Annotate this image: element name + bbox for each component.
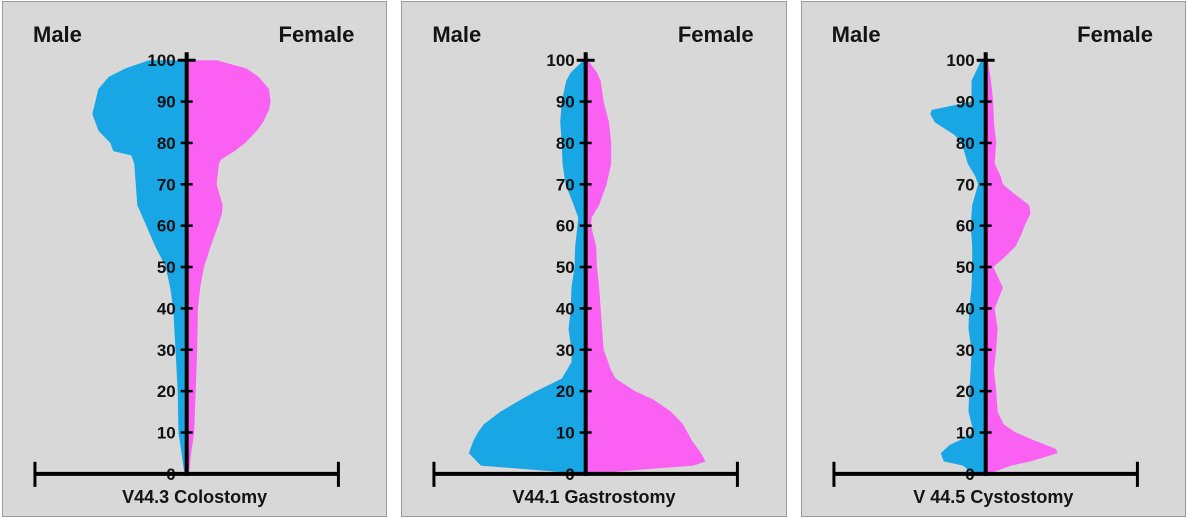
female-distribution-area — [586, 60, 706, 474]
age-tick-label: 20 — [955, 382, 974, 401]
age-tick-label: 90 — [955, 93, 974, 112]
female-distribution-area — [186, 60, 271, 474]
age-tick-label: 10 — [955, 423, 974, 442]
age-tick-label: 50 — [556, 258, 575, 277]
pyramid-chart-gastrostomy: 0102030405060708090100 — [432, 51, 740, 487]
pyramid-chart-colostomy: 0102030405060708090100 — [33, 51, 340, 487]
age-tick-label: 30 — [955, 341, 974, 360]
age-tick-label: 20 — [157, 382, 176, 401]
chart-title-cystostomy: V 44.5 Cystostomy — [913, 487, 1074, 507]
age-tick-label: 40 — [556, 299, 575, 318]
chart-title-colostomy: V44.3 Colostomy — [122, 487, 268, 507]
age-tick-label: 60 — [955, 217, 974, 236]
age-tick-label: 70 — [556, 175, 575, 194]
age-tick-label: 100 — [147, 51, 175, 70]
age-tick-label: 80 — [955, 134, 974, 153]
age-tick-label: 90 — [556, 93, 575, 112]
male-distribution-area — [929, 60, 986, 474]
age-tick-label: 100 — [946, 51, 974, 70]
female-distribution-area — [985, 60, 1058, 474]
age-tick-label: 70 — [157, 175, 176, 194]
age-tick-label: 40 — [955, 299, 974, 318]
female-label: Female — [1077, 22, 1153, 47]
age-tick-label: 30 — [556, 341, 575, 360]
male-label: Male — [831, 22, 881, 47]
male-label: Male — [33, 22, 82, 47]
male-distribution-area — [92, 60, 187, 474]
male-label: Male — [432, 22, 482, 47]
age-tick-label: 40 — [157, 299, 176, 318]
age-tick-label: 20 — [556, 382, 575, 401]
female-label: Female — [677, 22, 754, 47]
age-tick-label: 80 — [556, 134, 575, 153]
age-tick-label: 60 — [157, 217, 176, 236]
age-tick-label: 60 — [556, 217, 575, 236]
age-tick-label: 10 — [556, 423, 575, 442]
pyramid-chart-cystostomy: 0102030405060708090100 — [832, 51, 1139, 487]
age-tick-label: 50 — [955, 258, 974, 277]
male-distribution-area — [469, 60, 587, 474]
chart-title-gastrostomy: V44.1 Gastrostomy — [512, 487, 676, 507]
chart-panel-gastrostomy: 0102030405060708090100 Male Female V44.1… — [401, 1, 787, 517]
female-label: Female — [278, 22, 355, 47]
age-tick-label: 80 — [157, 134, 176, 153]
chart-panel-cystostomy: 0102030405060708090100 Male Female V 44.… — [800, 1, 1186, 517]
age-tick-label: 100 — [547, 51, 575, 70]
age-tick-label: 90 — [157, 93, 176, 112]
age-tick-label: 30 — [157, 341, 176, 360]
age-tick-label: 50 — [157, 258, 176, 277]
age-tick-label: 70 — [955, 175, 974, 194]
chart-panel-colostomy: 0102030405060708090100 Male Female V44.3… — [2, 1, 388, 517]
age-tick-label: 10 — [157, 423, 176, 442]
